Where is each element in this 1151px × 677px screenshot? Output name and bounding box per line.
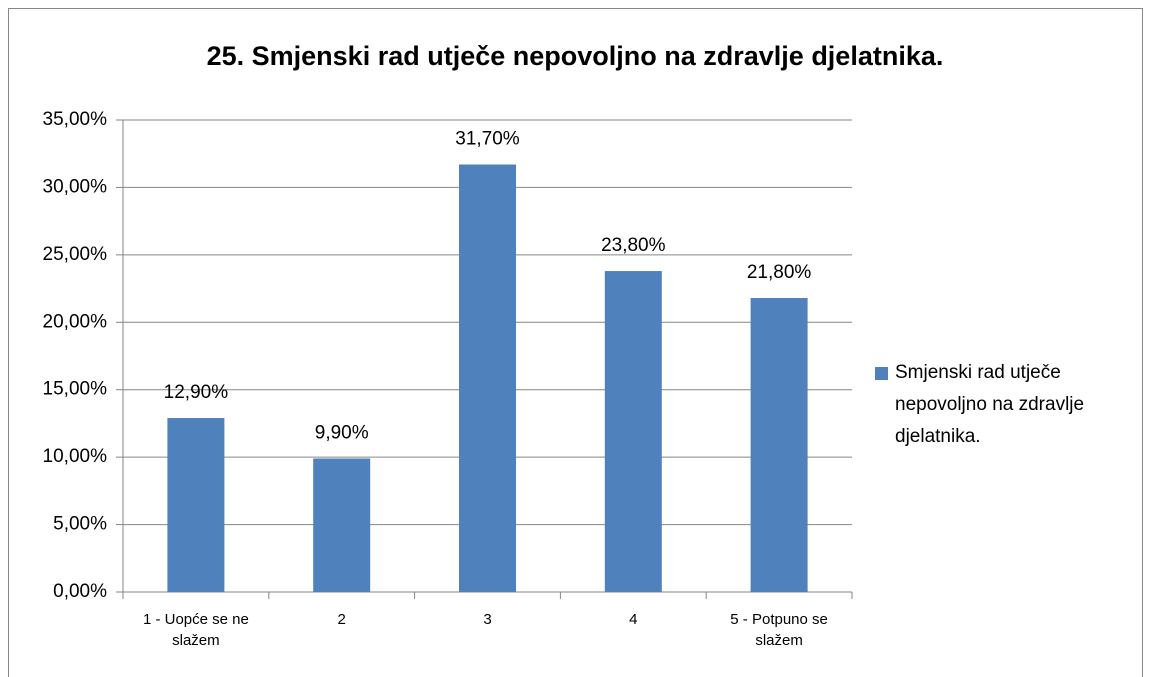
y-tick-label: 25,00% [43,244,108,265]
x-tick-label: 5 - Potpuno se slažem [730,611,828,649]
data-label: 31,70% [455,129,520,150]
y-tick-label: 35,00% [43,109,108,130]
x-tick-label: 1 - Uopće se ne slažem [142,611,249,649]
x-tick-label: 2 [337,611,346,628]
y-tick-label: 10,00% [43,446,108,467]
y-tick-label: 20,00% [43,311,108,332]
bar [167,418,225,592]
data-label: 23,80% [601,235,666,256]
bar [313,458,371,592]
y-tick-label: 30,00% [43,176,108,197]
data-label: 9,90% [315,423,369,444]
y-tick-label: 0,00% [53,581,107,602]
bar [604,271,662,592]
data-label: 21,80% [747,262,812,283]
legend-swatch [875,367,888,380]
x-tick-label: 3 [483,611,492,628]
bar [459,164,516,592]
y-tick-label: 15,00% [43,379,108,400]
x-tick-label: 4 [629,611,638,628]
y-tick-label: 5,00% [53,514,107,535]
data-label: 12,90% [164,382,229,403]
chart-title: 25. Smjenski rad utječe nepovoljno na zd… [207,41,944,71]
legend-label: Smjenski rad utječe nepovoljno na zdravl… [895,362,1085,447]
bar [750,298,808,592]
